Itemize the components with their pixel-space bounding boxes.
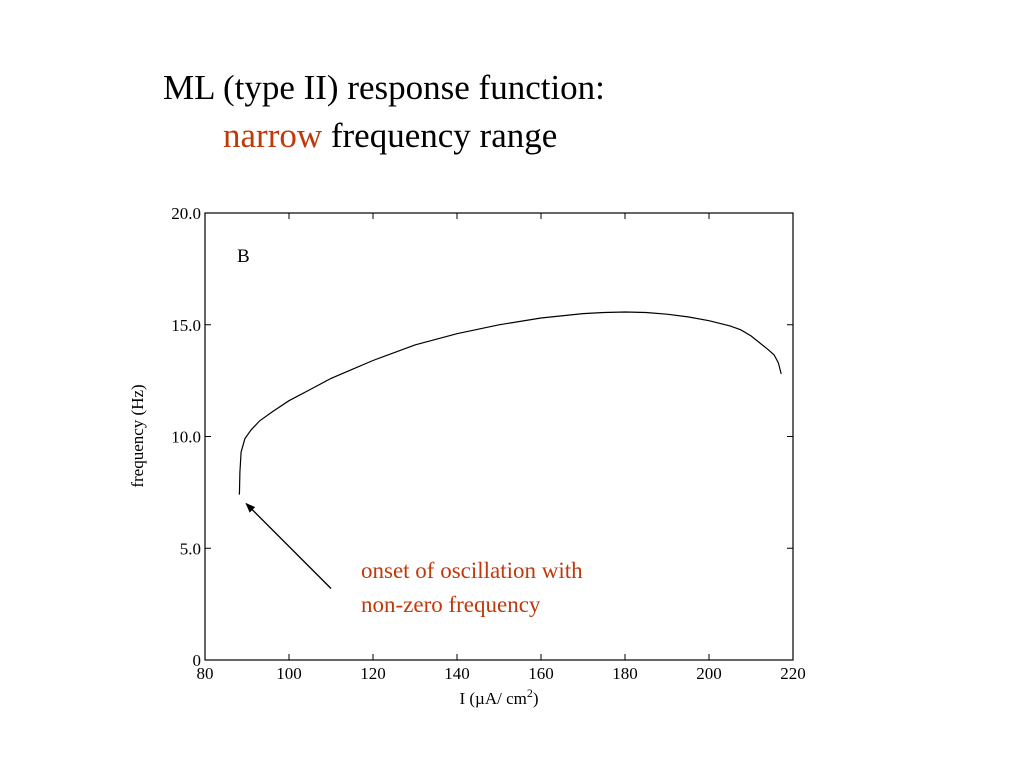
annotation-arrow	[245, 502, 332, 589]
panel-label: B	[237, 246, 250, 267]
x-tick-label: 80	[197, 664, 214, 683]
title-line-2-rest: frequency range	[322, 116, 558, 155]
slide-title: ML (type II) response function: narrow f…	[163, 64, 605, 160]
x-axis-label: I (µA/ cm2)	[459, 686, 538, 708]
y-axis-label: frequency (Hz)	[128, 384, 147, 487]
x-tick-label: 100	[276, 664, 302, 683]
y-tick-label: 5.0	[180, 539, 201, 558]
y-axis-ticks: 0 5.0 10.0 15.0 20.0	[171, 204, 793, 670]
title-line-1: ML (type II) response function:	[163, 68, 605, 107]
x-tick-label: 180	[612, 664, 638, 683]
annotation-line-1: onset of oscillation with	[361, 558, 583, 583]
y-tick-label: 15.0	[171, 316, 201, 335]
y-tick-label: 20.0	[171, 204, 201, 223]
title-highlight-narrow: narrow	[223, 116, 323, 155]
x-tick-label: 120	[360, 664, 386, 683]
annotation-line-2: non-zero frequency	[361, 592, 541, 617]
x-tick-label: 160	[528, 664, 554, 683]
x-axis-label-close: )	[533, 689, 539, 708]
y-tick-label: 0	[193, 651, 202, 670]
x-axis-ticks: 80 100 120 140 160 180 200 220	[197, 213, 806, 683]
x-tick-label: 220	[780, 664, 806, 683]
x-axis-label-main: I (µA/ cm	[459, 689, 526, 708]
frequency-curve	[238, 311, 782, 495]
x-axis-label-superscript: 2	[527, 686, 533, 700]
title-line-2: narrow frequency range	[163, 112, 605, 160]
x-tick-label: 200	[696, 664, 722, 683]
y-tick-label: 10.0	[171, 428, 201, 447]
x-tick-label: 140	[444, 664, 470, 683]
